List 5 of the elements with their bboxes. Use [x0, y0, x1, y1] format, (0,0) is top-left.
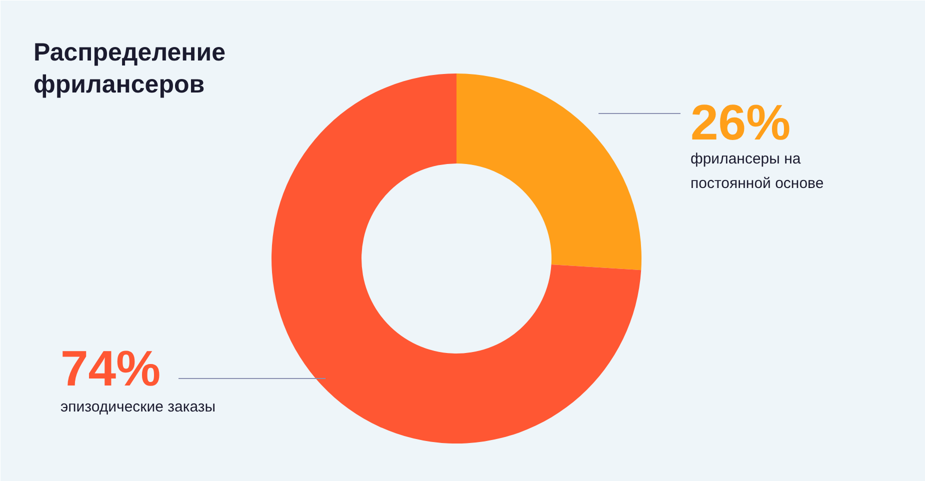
data-label: 74%	[60, 340, 161, 396]
slice-label: эпизодические заказы	[60, 398, 216, 416]
slice-label: фрилансеры на постоянной основе	[690, 150, 824, 192]
data-label: 26%	[690, 94, 791, 150]
chart-title: Распределение фрилансеров	[34, 38, 226, 99]
